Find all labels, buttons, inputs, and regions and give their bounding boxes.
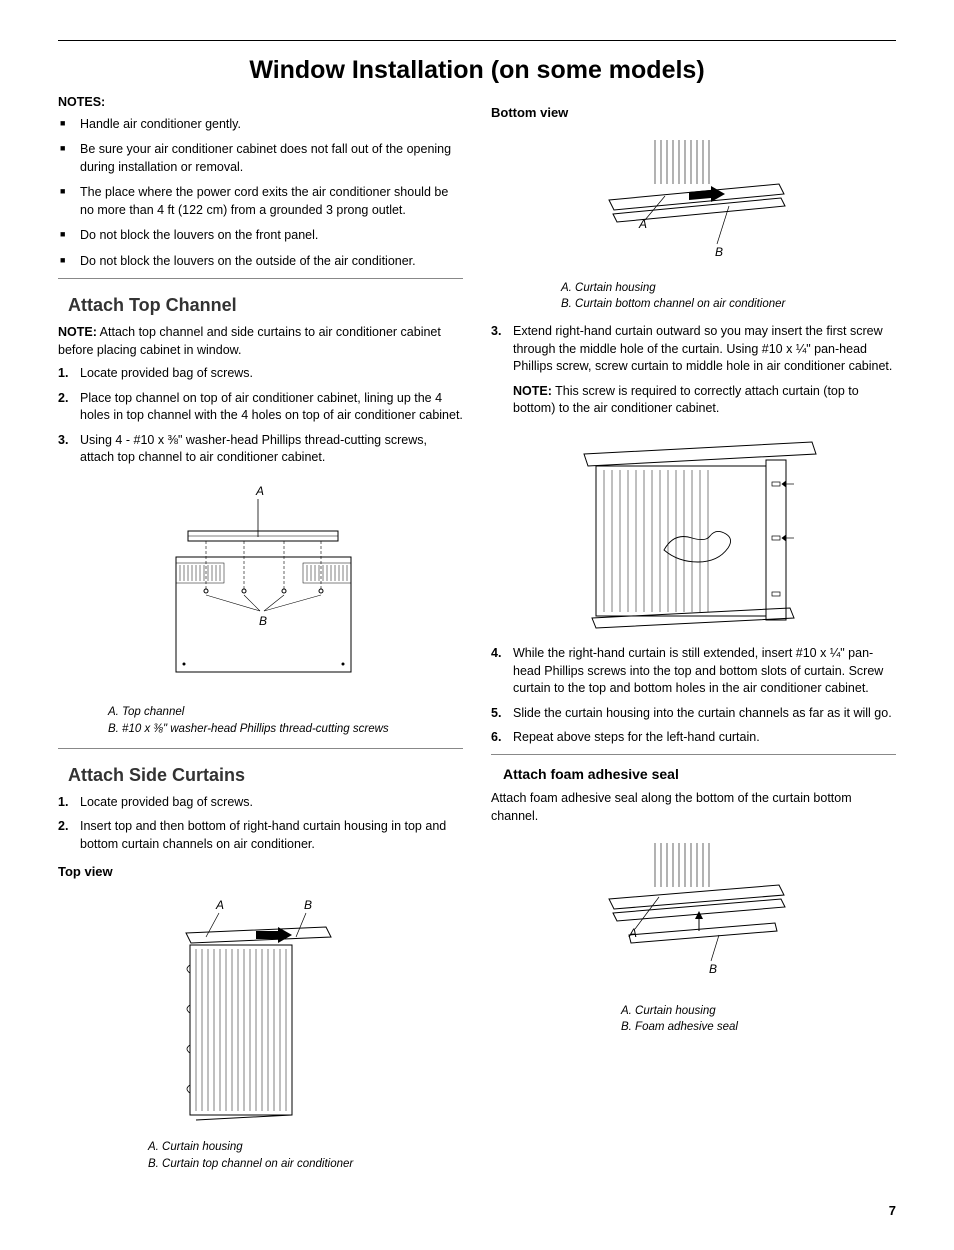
notes-list: Handle air conditioner gently. Be sure y… [58,116,463,271]
note-item: Handle air conditioner gently. [58,116,463,134]
bottom-view-label: Bottom view [491,104,896,122]
step-item: Locate provided bag of screws. [58,365,463,383]
figure1-caption: A. Top channel B. #10 x ⅜" washer-head P… [108,704,463,737]
step-item: While the right-hand curtain is still ex… [491,645,896,698]
svg-text:B: B [259,614,267,628]
diagram-top-channel-icon: A [136,481,386,691]
section1-steps: Locate provided bag of screws. Place top… [58,365,463,467]
svg-text:A: A [255,484,264,498]
figure-foam-seal: A B [491,839,896,995]
right-steps-456: While the right-hand curtain is still ex… [491,645,896,747]
divider [491,754,896,755]
caption-line: B. Curtain bottom channel on air conditi… [561,296,896,313]
figure-top-view: A B [58,895,463,1131]
caption-line: B. Foam adhesive seal [621,1019,896,1036]
svg-text:B: B [709,962,717,976]
caption-line: A. Curtain housing [621,1003,896,1020]
figure5-caption: A. Curtain housing B. Foam adhesive seal [621,1003,896,1036]
section-title-foam-seal: Attach foam adhesive seal [503,765,896,785]
top-rule [58,40,896,41]
note-item: Do not block the louvers on the front pa… [58,227,463,245]
right-column: Bottom view A B A. Curtain housing B. Cu… [491,94,896,1182]
diagram-foam-seal-icon: A B [579,839,809,989]
svg-text:B: B [715,245,723,259]
caption-line: A. Curtain housing [561,280,896,297]
step-item: Slide the curtain housing into the curta… [491,705,896,723]
diagram-curtain-screw-icon [554,432,834,632]
page-title: Window Installation (on some models) [58,53,896,88]
step-item: Locate provided bag of screws. [58,794,463,812]
section-title-attach-side-curtains: Attach Side Curtains [68,763,463,788]
diagram-top-view-icon: A B [156,895,366,1125]
step-item: Repeat above steps for the left-hand cur… [491,729,896,747]
svg-text:B: B [304,898,312,912]
step-item: Place top channel on top of air conditio… [58,390,463,425]
step3-note: NOTE: This screw is required to correctl… [491,383,896,418]
step-item: Using 4 - #10 x ⅜" washer-head Phillips … [58,432,463,467]
two-column-layout: NOTES: Handle air conditioner gently. Be… [58,94,896,1182]
note-text: Attach top channel and side curtains to … [58,325,441,357]
section2-steps: Locate provided bag of screws. Insert to… [58,794,463,854]
note-item: The place where the power cord exits the… [58,184,463,219]
caption-line: A. Top channel [108,704,463,721]
caption-line: A. Curtain housing [148,1139,463,1156]
figure-top-channel: A [58,481,463,697]
note-text: This screw is required to correctly atta… [513,384,859,416]
top-view-label: Top view [58,863,463,881]
caption-line: B. #10 x ⅜" washer-head Phillips thread-… [108,721,463,738]
foam-seal-text: Attach foam adhesive seal along the bott… [491,790,896,825]
page-number: 7 [58,1202,896,1220]
left-column: NOTES: Handle air conditioner gently. Be… [58,94,463,1182]
figure-bottom-view: A B [491,136,896,272]
step-item: Insert top and then bottom of right-hand… [58,818,463,853]
notes-label: NOTES: [58,94,463,112]
section-title-attach-top-channel: Attach Top Channel [68,293,463,318]
divider [58,278,463,279]
svg-text:A: A [215,898,224,912]
note-bold: NOTE: [58,325,97,339]
right-steps-3: Extend right-hand curtain outward so you… [491,323,896,376]
diagram-bottom-view-icon: A B [579,136,809,266]
note-item: Be sure your air conditioner cabinet doe… [58,141,463,176]
note-bold: NOTE: [513,384,552,398]
figure-curtain-screw [491,432,896,638]
figure3-caption: A. Curtain housing B. Curtain bottom cha… [561,280,896,313]
step-item: Extend right-hand curtain outward so you… [491,323,896,376]
figure2-caption: A. Curtain housing B. Curtain top channe… [148,1139,463,1172]
caption-line: B. Curtain top channel on air conditione… [148,1156,463,1173]
section1-note: NOTE: Attach top channel and side curtai… [58,324,463,359]
divider [58,748,463,749]
note-item: Do not block the louvers on the outside … [58,253,463,271]
